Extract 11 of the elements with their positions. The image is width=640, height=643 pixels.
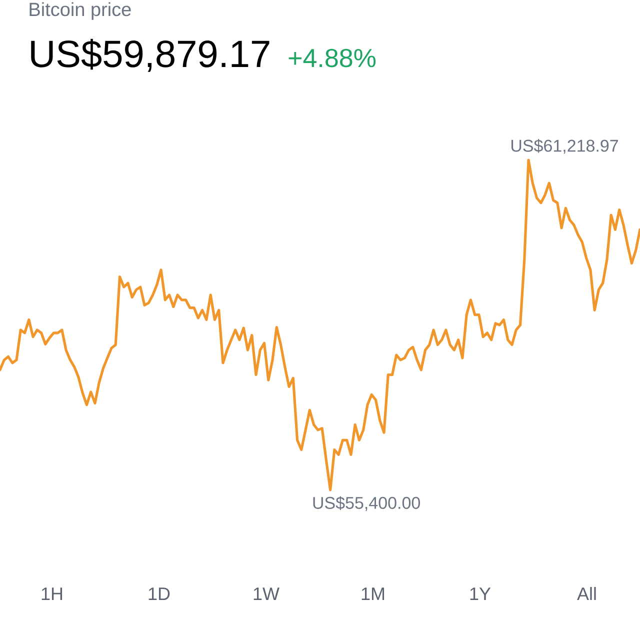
chart-subtitle: US$59,879.17 xyxy=(31,38,270,72)
text: All xyxy=(577,586,596,600)
text: 1M xyxy=(362,588,384,600)
chart-title: Bitcoin price xyxy=(30,2,131,20)
text: US$55,400.00 xyxy=(313,496,420,511)
text: 1Y xyxy=(470,588,491,600)
text: 1D xyxy=(148,588,170,600)
text: US$61,218.97 xyxy=(511,139,618,154)
text: 1W xyxy=(254,588,280,600)
text: +4.88% xyxy=(288,48,376,68)
text: 1H xyxy=(42,588,62,600)
